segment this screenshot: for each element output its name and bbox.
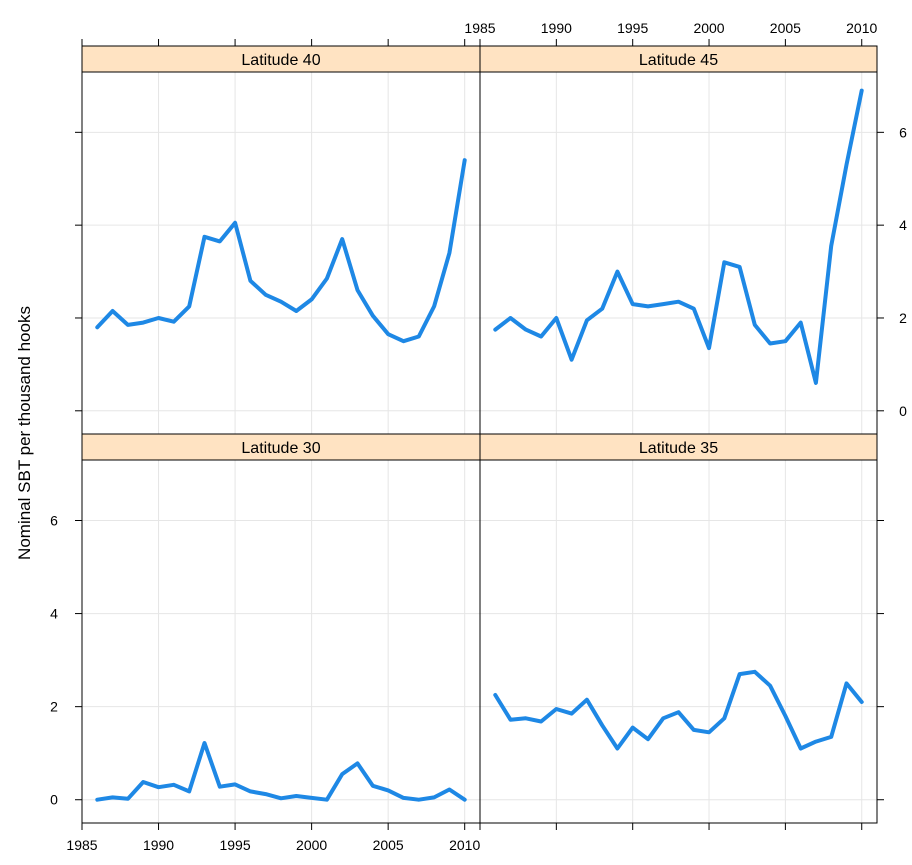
- x-tick-label: 2000: [693, 20, 724, 36]
- panel-strip: [479, 45, 878, 73]
- y-tick-label: 0: [50, 792, 58, 808]
- y-tick-label: 2: [899, 310, 907, 326]
- x-tick-label: 2010: [846, 20, 877, 36]
- series-line: [493, 669, 864, 751]
- y-axis-title: Nominal SBT per thousand hooks: [15, 306, 34, 560]
- y-tick-label: 0: [899, 403, 907, 419]
- panel-frame: [81, 45, 481, 435]
- panel-latitude-40: Latitude 40: [81, 45, 481, 435]
- series-line: [95, 158, 467, 344]
- panel-strip-label: Latitude 45: [639, 52, 718, 69]
- x-tick-label: 2005: [373, 837, 404, 853]
- x-tick-label: 1985: [66, 837, 97, 853]
- x-tick-label: 1990: [143, 837, 174, 853]
- series-line: [493, 88, 864, 385]
- panel-latitude-45: Latitude 45: [479, 45, 878, 435]
- panel-strip: [81, 433, 481, 461]
- panel-frame: [479, 433, 878, 824]
- panel-strip-label: Latitude 30: [241, 440, 320, 457]
- x-tick-label: 1990: [541, 20, 572, 36]
- x-tick-label: 2000: [296, 837, 327, 853]
- x-tick-label: 2005: [770, 20, 801, 36]
- y-tick-label: 2: [50, 699, 58, 715]
- y-tick-label: 4: [50, 606, 58, 622]
- x-tick-label: 2010: [449, 837, 480, 853]
- y-tick-label: 6: [899, 124, 907, 140]
- x-tick-label: 1985: [464, 20, 495, 36]
- panel-latitude-30: Latitude 30: [81, 433, 481, 824]
- panel-frame: [81, 433, 481, 824]
- panel-strip-label: Latitude 35: [639, 440, 718, 457]
- panel-latitude-35: Latitude 35: [479, 433, 878, 824]
- series-line: [95, 741, 467, 802]
- y-tick-label: 6: [50, 513, 58, 529]
- y-tick-label: 4: [899, 217, 907, 233]
- x-tick-label: 1995: [219, 837, 250, 853]
- panel-strip-label: Latitude 40: [241, 52, 320, 69]
- x-tick-label: 1995: [617, 20, 648, 36]
